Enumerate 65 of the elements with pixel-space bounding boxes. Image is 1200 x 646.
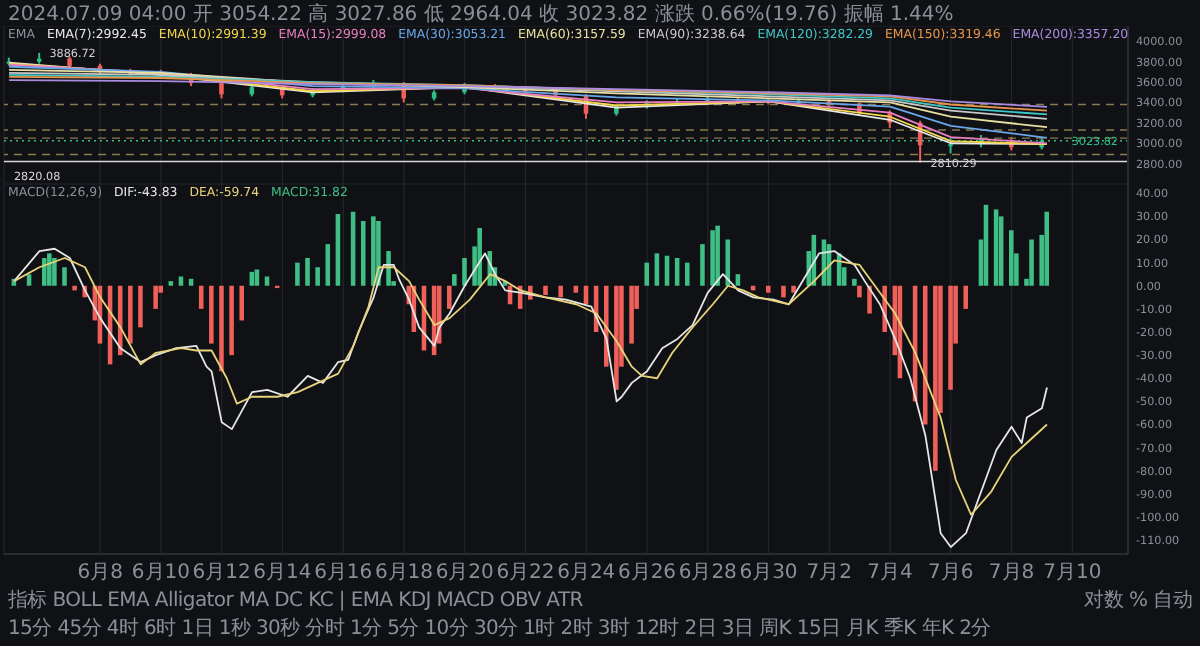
x-tick-label: 6月14 <box>253 562 312 585</box>
bar <box>447 285 452 309</box>
x-tick-label: 6月30 <box>739 562 798 585</box>
bar <box>614 285 619 390</box>
bar <box>791 285 796 293</box>
bar <box>305 258 310 286</box>
x-tick-label: 7月4 <box>867 562 913 585</box>
x-tick-label: 6月22 <box>496 562 555 585</box>
bar <box>1044 211 1050 286</box>
bar <box>948 285 953 390</box>
bar <box>1029 239 1034 286</box>
bar <box>47 253 52 286</box>
x-tick-label: 6月24 <box>557 562 616 585</box>
bar <box>219 285 224 372</box>
bar <box>462 258 467 286</box>
bar <box>52 258 57 286</box>
bar <box>315 267 320 286</box>
bar <box>700 244 705 286</box>
bar <box>852 278 857 286</box>
bar <box>360 221 366 286</box>
chart-title: 2024.07.09 04:00 开 3054.22 高 3027.86 低 2964.04 收 3023.82 涨跌 0.66%(19.76) 振幅 1.44% <box>8 1 954 28</box>
bar <box>710 230 715 286</box>
bar <box>735 274 741 286</box>
bar <box>765 285 771 293</box>
x-tick-label: 6月16 <box>314 562 373 585</box>
text: 对数 % 自动 <box>1084 588 1192 616</box>
bar <box>138 285 143 328</box>
bar <box>644 262 650 286</box>
x-tick-label: 6月28 <box>678 562 737 585</box>
bar <box>963 285 969 309</box>
x-tick-label: 6月26 <box>617 562 677 585</box>
bar <box>477 227 482 286</box>
x-tick-label: 6月10 <box>131 562 191 585</box>
x-tick-label: 6月20 <box>435 562 494 585</box>
bar <box>153 285 158 309</box>
text: 指标 BOLL EMA Alligator MA DC KC | EMA KDJ MACD OBV ATR <box>8 588 583 616</box>
bar <box>922 285 928 425</box>
bar <box>543 285 548 295</box>
bar <box>128 285 133 344</box>
bar <box>62 267 67 286</box>
bar <box>295 262 300 286</box>
bar <box>209 285 214 344</box>
x-tick-label: 6月12 <box>192 562 251 585</box>
bar <box>558 285 563 298</box>
x-tick-label: 7月2 <box>806 562 853 585</box>
bar <box>857 285 862 298</box>
text: 15分 45分 4时 6时 1日 1秒 30秒 分时 1分 5分 10分 30分 1时 2时 3时 12时 2日 3日 周K 15日 月K 季K 年K 2分 <box>8 616 993 644</box>
x-tick-label: 7月6 <box>928 562 974 585</box>
bar <box>715 225 720 286</box>
bar <box>371 216 376 286</box>
bar <box>933 285 938 471</box>
bar <box>1009 230 1014 286</box>
bar <box>229 285 234 356</box>
x-tick-label: 6月18 <box>374 562 434 585</box>
bar <box>239 285 244 321</box>
bar <box>41 258 47 286</box>
x-tick-label: 7月8 <box>988 562 1035 585</box>
bar <box>72 285 77 291</box>
x-tick-label: 6月8 <box>77 562 123 585</box>
bar <box>629 285 634 344</box>
bar <box>725 239 731 286</box>
x-tick-label: 7月10 <box>1043 562 1102 585</box>
bar <box>684 262 690 286</box>
bar <box>781 285 786 298</box>
bar <box>452 274 457 286</box>
